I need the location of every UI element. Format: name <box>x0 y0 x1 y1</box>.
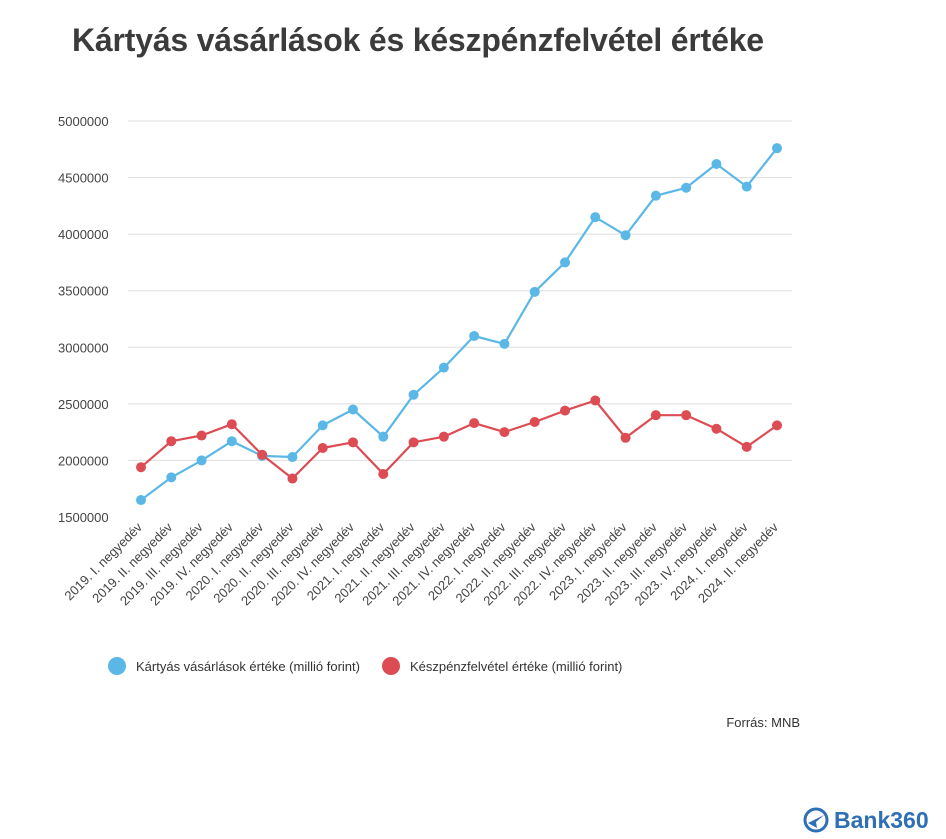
data-point[interactable] <box>166 436 177 447</box>
data-point[interactable] <box>681 410 692 421</box>
data-point[interactable] <box>741 441 752 452</box>
y-tick-label: 4000000 <box>58 227 109 242</box>
legend-swatch-cash <box>381 657 400 675</box>
data-point[interactable] <box>317 420 328 431</box>
data-point[interactable] <box>348 437 358 448</box>
data-point[interactable] <box>529 286 540 297</box>
data-point[interactable] <box>650 410 661 421</box>
y-axis-ticks: 1500000 2000000 2500000 3000000 3500000 40000… <box>58 114 109 525</box>
data-point[interactable] <box>226 419 237 430</box>
data-point[interactable] <box>590 395 601 406</box>
data-point[interactable] <box>560 405 570 416</box>
data-point[interactable] <box>711 423 722 434</box>
data-point[interactable] <box>772 420 782 431</box>
data-point[interactable] <box>590 212 601 223</box>
data-point[interactable] <box>257 449 268 460</box>
data-point[interactable] <box>650 190 661 201</box>
data-point[interactable] <box>741 181 752 192</box>
y-tick-label: 3500000 <box>58 284 109 299</box>
legend-label-card: Kártyás vásárlások értéke (millió forint… <box>136 658 360 674</box>
series-cash <box>136 395 782 484</box>
y-tick-label: 5000000 <box>58 114 109 129</box>
y-tick-label: 3000000 <box>58 340 109 355</box>
data-point[interactable] <box>469 330 480 341</box>
y-tick-label: 2000000 <box>58 453 109 468</box>
data-point[interactable] <box>772 143 782 154</box>
legend-item-cash[interactable]: Készpénzfelvétel értéke (millió forint) <box>381 657 623 675</box>
data-point[interactable] <box>620 230 631 241</box>
legend-item-card[interactable]: Kártyás vásárlások értéke (millió forint… <box>108 657 360 675</box>
data-point[interactable] <box>348 404 358 415</box>
data-point[interactable] <box>529 416 540 427</box>
data-point[interactable] <box>317 442 328 453</box>
legend-swatch-card <box>108 657 126 675</box>
data-point[interactable] <box>196 455 207 466</box>
legend: Kártyás vásárlások értéke (millió forint… <box>108 657 644 675</box>
gridlines <box>128 120 792 461</box>
data-point[interactable] <box>711 158 722 169</box>
data-point[interactable] <box>196 430 207 441</box>
y-tick-label: 1500000 <box>58 510 109 525</box>
series-line <box>140 147 778 501</box>
data-point[interactable] <box>469 418 480 429</box>
y-tick-label: 4500000 <box>58 171 109 186</box>
bank360-logo[interactable]: Bank360 <box>802 806 929 834</box>
data-point[interactable] <box>499 427 510 438</box>
data-point[interactable] <box>408 437 419 448</box>
line-chart: 1500000 2000000 2500000 3000000 3500000 40000… <box>58 114 792 608</box>
data-point[interactable] <box>438 431 449 442</box>
source-note: Forrás: MNB <box>726 715 800 730</box>
data-point[interactable] <box>287 452 298 463</box>
data-point[interactable] <box>287 473 298 484</box>
data-point[interactable] <box>136 495 146 506</box>
series-card <box>136 143 782 506</box>
data-point[interactable] <box>438 362 449 373</box>
series-line <box>140 399 778 480</box>
bank360-logo-text: Bank360 <box>834 806 929 833</box>
series-lines <box>136 143 782 506</box>
data-point[interactable] <box>560 257 570 268</box>
data-point[interactable] <box>378 469 389 480</box>
data-point[interactable] <box>136 462 146 473</box>
chart-title: Kártyás vásárlások és készpénzfelvétel é… <box>72 22 764 58</box>
data-point[interactable] <box>499 338 510 349</box>
data-point[interactable] <box>166 472 177 483</box>
data-point[interactable] <box>620 432 631 443</box>
data-point[interactable] <box>226 436 237 447</box>
data-point[interactable] <box>408 389 419 400</box>
bank360-logo-icon <box>803 807 829 833</box>
data-point[interactable] <box>681 182 692 193</box>
y-tick-label: 2500000 <box>58 397 109 412</box>
legend-label-cash: Készpénzfelvétel értéke (millió forint) <box>409 658 623 674</box>
data-point[interactable] <box>378 431 389 442</box>
